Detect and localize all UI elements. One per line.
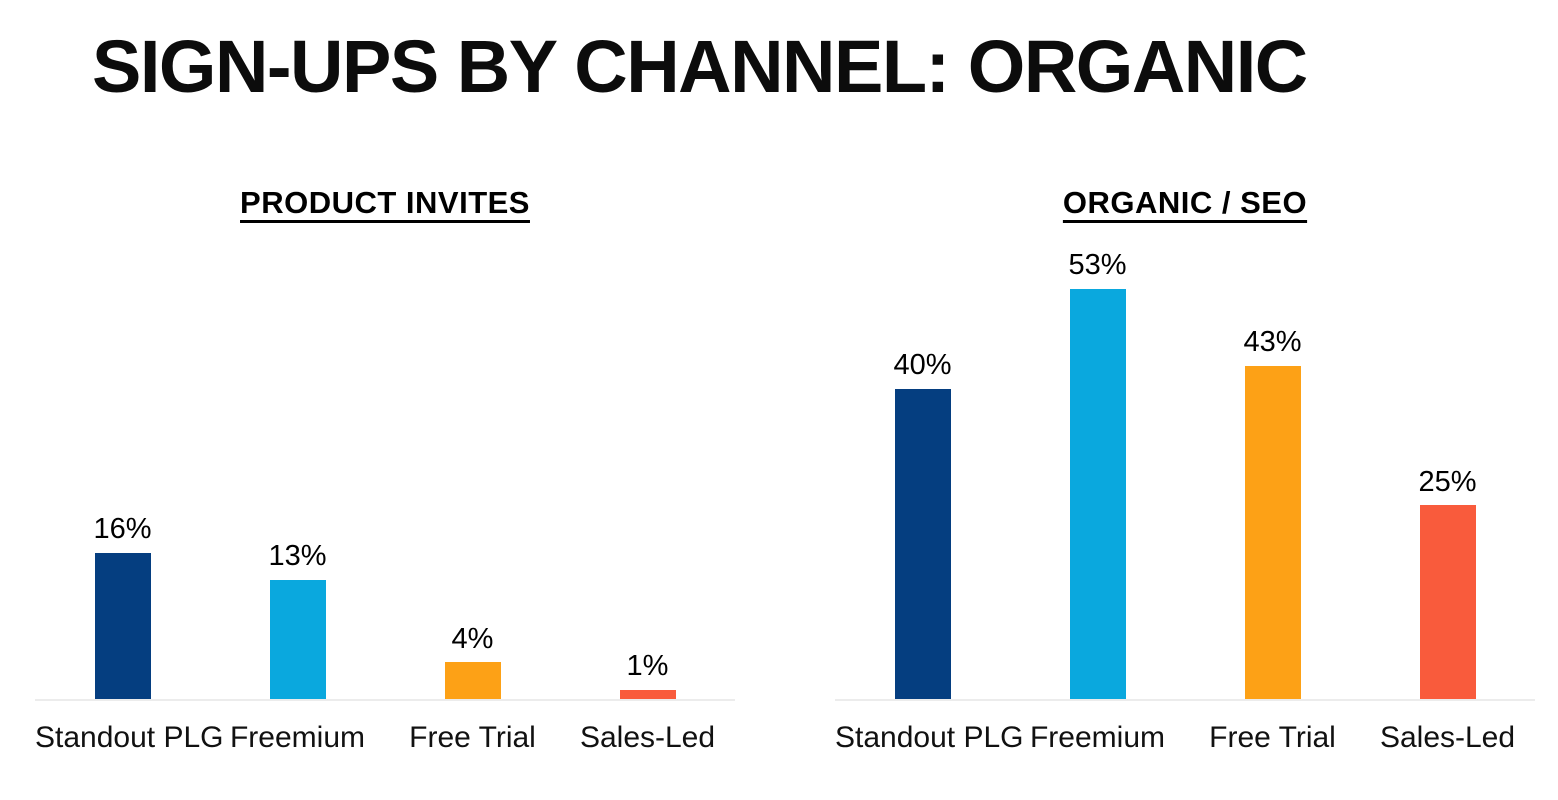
bar-value-label: 16% — [93, 512, 152, 545]
category-axis-product-invites: Standout PLG Freemium Free Trial Sales-Led — [35, 721, 735, 755]
bar-slot: 4% — [385, 242, 560, 699]
bar-value-label: 40% — [893, 349, 952, 382]
bar-value-label: 13% — [268, 540, 327, 573]
bar — [894, 389, 951, 699]
category-label: Standout PLG — [835, 721, 1024, 754]
bar-value-label: 43% — [1243, 326, 1302, 359]
bar-slot: 25% — [1360, 242, 1535, 699]
bar-value-label: 25% — [1418, 465, 1477, 498]
bar — [444, 662, 501, 699]
chart-title-organic-seo: ORGANIC / SEO — [1062, 185, 1308, 220]
bar-slot: 13% — [210, 242, 385, 699]
bar-slot: 16% — [35, 242, 210, 699]
bar-value-label: 53% — [1068, 248, 1127, 281]
bar — [619, 689, 676, 699]
category-label: Free Trial — [1209, 721, 1336, 754]
plot-area-product-invites: 16% 13% 4% 1% — [35, 242, 735, 701]
chart-title-product-invites: PRODUCT INVITES — [240, 185, 530, 220]
bar — [94, 552, 151, 699]
category-label: Freemium — [229, 721, 365, 754]
bar-slot: 1% — [560, 242, 735, 699]
category-axis-organic-seo: Standout PLG Freemium Free Trial Sales-Led — [835, 721, 1535, 755]
chart-product-invites: PRODUCT INVITES 16% 13% 4% 1% Standout PLG F… — [35, 185, 735, 785]
category-label: Freemium — [1029, 721, 1165, 754]
bar-value-label: 4% — [451, 622, 494, 655]
bar — [1069, 288, 1126, 699]
chart-organic-seo: ORGANIC / SEO 40% 53% 43% 25% Standout PLG F… — [835, 185, 1535, 785]
bar-slot: 40% — [835, 242, 1010, 699]
plot-area-organic-seo: 40% 53% 43% 25% — [835, 242, 1535, 701]
bar — [1244, 365, 1301, 699]
bar — [1419, 505, 1476, 699]
bar-slot: 53% — [1010, 242, 1185, 699]
category-label: Sales-Led — [1379, 721, 1516, 754]
category-label: Standout PLG — [35, 721, 224, 754]
bar — [269, 580, 326, 699]
category-label: Free Trial — [409, 721, 536, 754]
bar-slot: 43% — [1185, 242, 1360, 699]
category-label: Sales-Led — [579, 721, 716, 754]
bar-value-label: 1% — [626, 650, 669, 683]
page-title: SIGN-UPS BY CHANNEL: ORGANIC — [92, 25, 1308, 108]
